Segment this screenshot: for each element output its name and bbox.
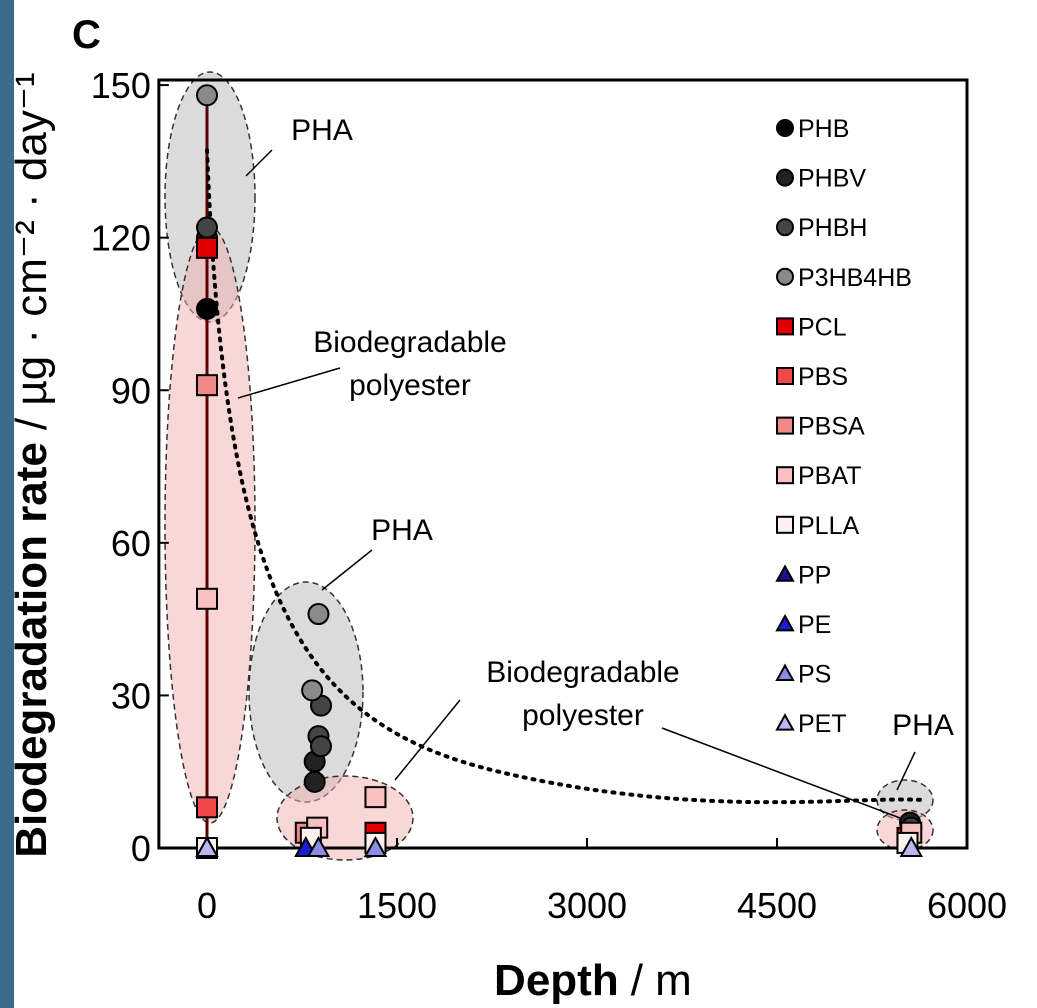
annotation: Biodegradable	[313, 326, 507, 359]
legend-label: PCL	[798, 313, 847, 341]
legend-label: PP	[798, 561, 831, 589]
leader-line	[237, 367, 341, 399]
legend-label: PBAT	[798, 462, 861, 490]
legend-label: PBS	[798, 363, 848, 391]
leader-line	[394, 699, 461, 781]
y-tick-label: 0	[131, 828, 151, 869]
group-ellipse	[876, 779, 934, 821]
x-axis-label-unit: / m	[631, 956, 692, 1005]
point	[363, 835, 388, 857]
side-strip	[0, 0, 14, 1008]
plot-frame	[157, 78, 969, 850]
y-tick-label: 30	[111, 675, 151, 716]
legend-label: PE	[798, 611, 831, 639]
x-axis-label-name: Depth	[494, 956, 619, 1005]
point	[899, 835, 923, 857]
point	[196, 796, 218, 819]
point	[310, 735, 332, 758]
annotation: polyester	[522, 699, 644, 732]
y-axis-label-name: Biodegradation rate	[7, 442, 56, 858]
point	[307, 603, 330, 626]
legend-marker	[776, 416, 794, 435]
panel-label: C	[72, 13, 101, 57]
legend-label: PHBH	[798, 214, 867, 242]
leaders	[237, 149, 916, 819]
legend-label: PHBV	[798, 165, 866, 193]
point	[196, 216, 218, 239]
y-tick-label: 60	[111, 523, 151, 564]
legend-label: PBSA	[798, 413, 865, 441]
point	[196, 236, 218, 259]
legend-label: PHB	[798, 115, 849, 143]
legend-marker	[776, 218, 794, 237]
annotation: PHA	[291, 114, 353, 147]
legend-marker	[776, 267, 794, 286]
legend-label: PET	[798, 710, 847, 738]
fit-curve	[205, 148, 927, 805]
legend-marker	[775, 713, 795, 731]
point	[303, 770, 326, 793]
legend-marker	[775, 564, 795, 582]
legend-marker	[776, 367, 794, 385]
y-tick-label: 150	[91, 65, 151, 106]
leader-line	[321, 549, 373, 591]
point	[306, 835, 331, 857]
annotation: PHA	[892, 709, 954, 742]
point	[364, 786, 387, 809]
point	[196, 84, 218, 107]
legend-marker	[775, 663, 795, 681]
legend-label: PLLA	[798, 512, 859, 540]
legend-marker	[776, 119, 794, 137]
y-axis-label-unit: / µg · cm⁻² · day⁻¹	[7, 72, 56, 430]
y-axis-label: Biodegradation rate / µg · cm⁻² · day⁻¹	[7, 72, 56, 857]
x-tick-label: 0	[197, 885, 217, 926]
leader-line	[896, 751, 916, 791]
legend-label: P3HB4HB	[798, 264, 912, 292]
legend-marker	[776, 515, 794, 534]
point	[196, 374, 218, 397]
x-tick-label: 1500	[357, 885, 437, 926]
annotation: Biodegradable	[486, 656, 680, 689]
x-tick-label: 6000	[927, 885, 1007, 926]
legend-marker	[776, 466, 794, 485]
legend-marker	[776, 168, 794, 187]
point	[196, 587, 218, 610]
point	[196, 297, 218, 320]
y-tick-label: 90	[111, 370, 151, 411]
legend-marker	[776, 317, 794, 336]
leader-line	[245, 149, 273, 177]
point	[301, 679, 324, 702]
x-axis-label: Depth / m	[494, 956, 692, 1005]
x-tick-label: 3000	[547, 885, 627, 926]
annotation: polyester	[349, 369, 471, 402]
point	[195, 835, 219, 857]
legend-marker	[775, 613, 795, 632]
annotation: PHA	[371, 514, 433, 547]
legend-label: PS	[798, 661, 831, 689]
leader-line	[661, 727, 901, 819]
y-tick-label: 120	[91, 218, 151, 259]
x-tick-label: 4500	[737, 885, 817, 926]
